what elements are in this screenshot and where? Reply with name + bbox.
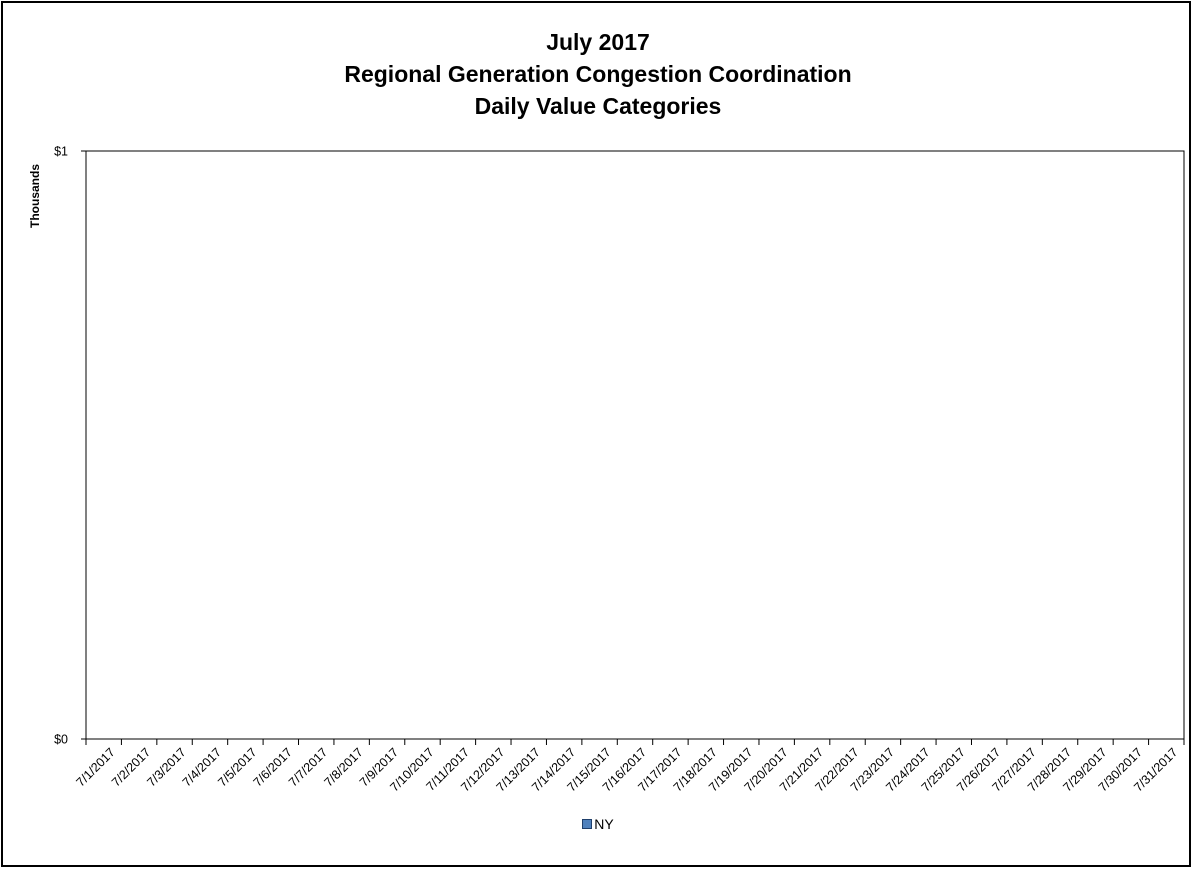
legend-swatch-ny xyxy=(582,819,593,830)
chart-title-line-2: Regional Generation Congestion Coordinat… xyxy=(344,61,852,87)
chart-title-line-3: Daily Value Categories xyxy=(474,93,722,119)
y-tick-label: $0 xyxy=(54,733,68,747)
legend-label-ny: NY xyxy=(594,816,614,832)
chart-title-line-1: July 2017 xyxy=(546,29,650,55)
legend: NY xyxy=(0,816,1196,832)
plot-area xyxy=(85,150,1185,740)
chart-title: July 2017 Regional Generation Congestion… xyxy=(0,26,1196,122)
y-tick-label: $1 xyxy=(54,145,68,159)
plot-group: $0$17/1/20177/2/20177/3/20177/4/20177/5/… xyxy=(54,145,1185,794)
y-axis-label: Thousands xyxy=(28,164,42,228)
